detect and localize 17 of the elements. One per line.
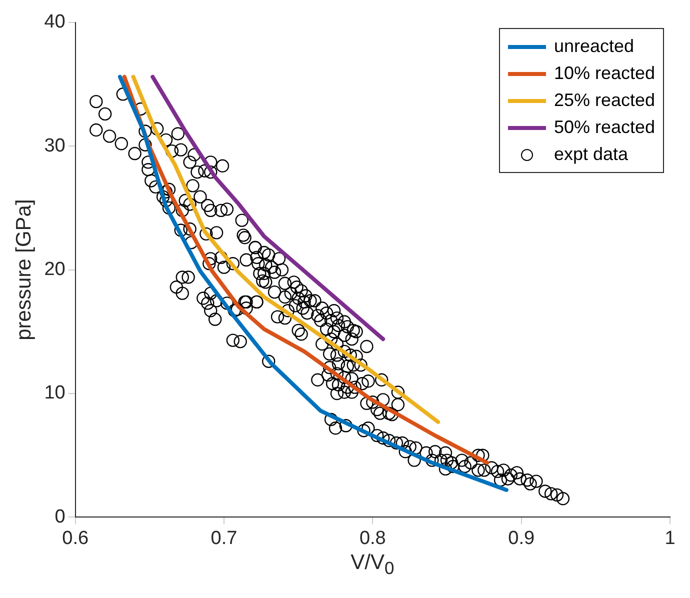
y-tick-label: 10	[44, 382, 66, 404]
y-tick-label: 30	[44, 135, 66, 156]
x-tick-label: 1	[664, 528, 676, 549]
x-tick-label: 0.8	[359, 528, 386, 549]
legend-label: expt data	[554, 144, 628, 166]
y-tick-label: 0	[54, 506, 66, 528]
y-axis-title: pressure [GPa]	[12, 199, 36, 340]
x-tick-label: 0.6	[62, 528, 89, 549]
y-tick-label: 40	[44, 12, 66, 33]
x-tick-label: 0.7	[210, 528, 238, 549]
legend-label: 10% reacted	[554, 63, 656, 84]
legend-label: 25% reacted	[554, 90, 656, 112]
x-axis-title: V/V$_{0}$	[350, 551, 394, 580]
x-tick-label: 0.9	[508, 528, 535, 549]
legend-label: 50% reacted	[554, 117, 656, 138]
legend-label: unreacted	[554, 36, 634, 58]
y-tick-label: 20	[44, 259, 66, 280]
